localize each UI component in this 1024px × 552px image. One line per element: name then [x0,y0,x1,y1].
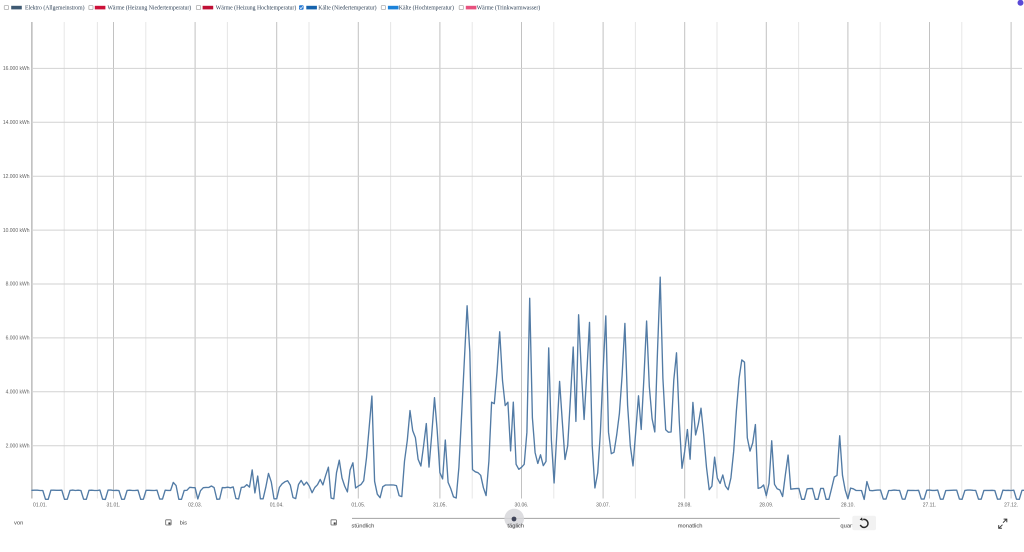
svg-text:02.03.: 02.03. [188,503,202,509]
svg-text:8.000 kWh: 8.000 kWh [6,282,30,288]
svg-text:30.07.: 30.07. [596,503,610,509]
svg-text:01.01.: 01.01. [33,503,47,509]
svg-text:Wärme (Heizung Hochtemperatur): Wärme (Heizung Hochtemperatur) [216,5,297,12]
svg-text:30.06.: 30.06. [515,503,529,509]
svg-text:28.09.: 28.09. [759,503,773,509]
svg-text:täglich: täglich [507,523,524,529]
svg-text:2.000 kWh: 2.000 kWh [6,443,30,449]
svg-text:31.01.: 31.01. [107,503,121,509]
svg-text:28.10.: 28.10. [841,503,855,509]
svg-text:16.000 kWh: 16.000 kWh [3,66,30,72]
svg-text:bis: bis [180,520,188,526]
svg-text:01.05.: 01.05. [351,503,365,509]
svg-text:12.000 kWh: 12.000 kWh [3,174,30,180]
svg-text:27.12.: 27.12. [1004,503,1018,509]
svg-text:31.05.: 31.05. [433,503,447,509]
svg-text:14.000 kWh: 14.000 kWh [3,120,30,126]
svg-text:01.04.: 01.04. [270,503,284,509]
svg-text:Elektro (Allgemeinstrom): Elektro (Allgemeinstrom) [25,5,85,12]
svg-text:Kälte (Hochtemperatur): Kälte (Hochtemperatur) [399,5,454,12]
svg-text:4.000 kWh: 4.000 kWh [6,390,30,396]
svg-text:monatlich: monatlich [678,523,703,529]
svg-text:Wärme (Heizung Niedertemperatu: Wärme (Heizung Niedertemperatur) [108,5,192,12]
svg-text:stündlich: stündlich [352,523,375,529]
svg-text:Kälte (Niedertemperatur): Kälte (Niedertemperatur) [318,5,376,12]
svg-text:27.11.: 27.11. [923,503,937,509]
svg-text:10.000 kWh: 10.000 kWh [3,228,30,234]
svg-text:Wärme (Trinkwarmwasser): Wärme (Trinkwarmwasser) [477,5,541,12]
svg-text:29.08.: 29.08. [678,503,692,509]
svg-text:6.000 kWh: 6.000 kWh [6,336,30,342]
svg-text:von: von [14,520,23,526]
